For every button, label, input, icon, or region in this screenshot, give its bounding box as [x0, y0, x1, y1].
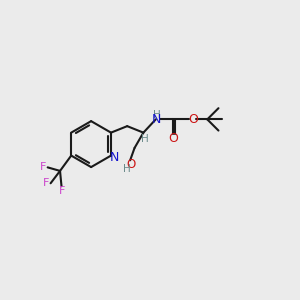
Text: N: N [109, 152, 119, 164]
Text: N: N [152, 113, 162, 126]
Text: O: O [169, 132, 178, 145]
Text: H: H [123, 164, 130, 174]
Text: O: O [188, 113, 198, 126]
Text: F: F [43, 178, 50, 188]
Text: F: F [59, 186, 65, 196]
Text: H: H [141, 134, 149, 143]
Text: H: H [153, 110, 161, 120]
Text: O: O [126, 158, 135, 171]
Text: F: F [40, 162, 47, 172]
